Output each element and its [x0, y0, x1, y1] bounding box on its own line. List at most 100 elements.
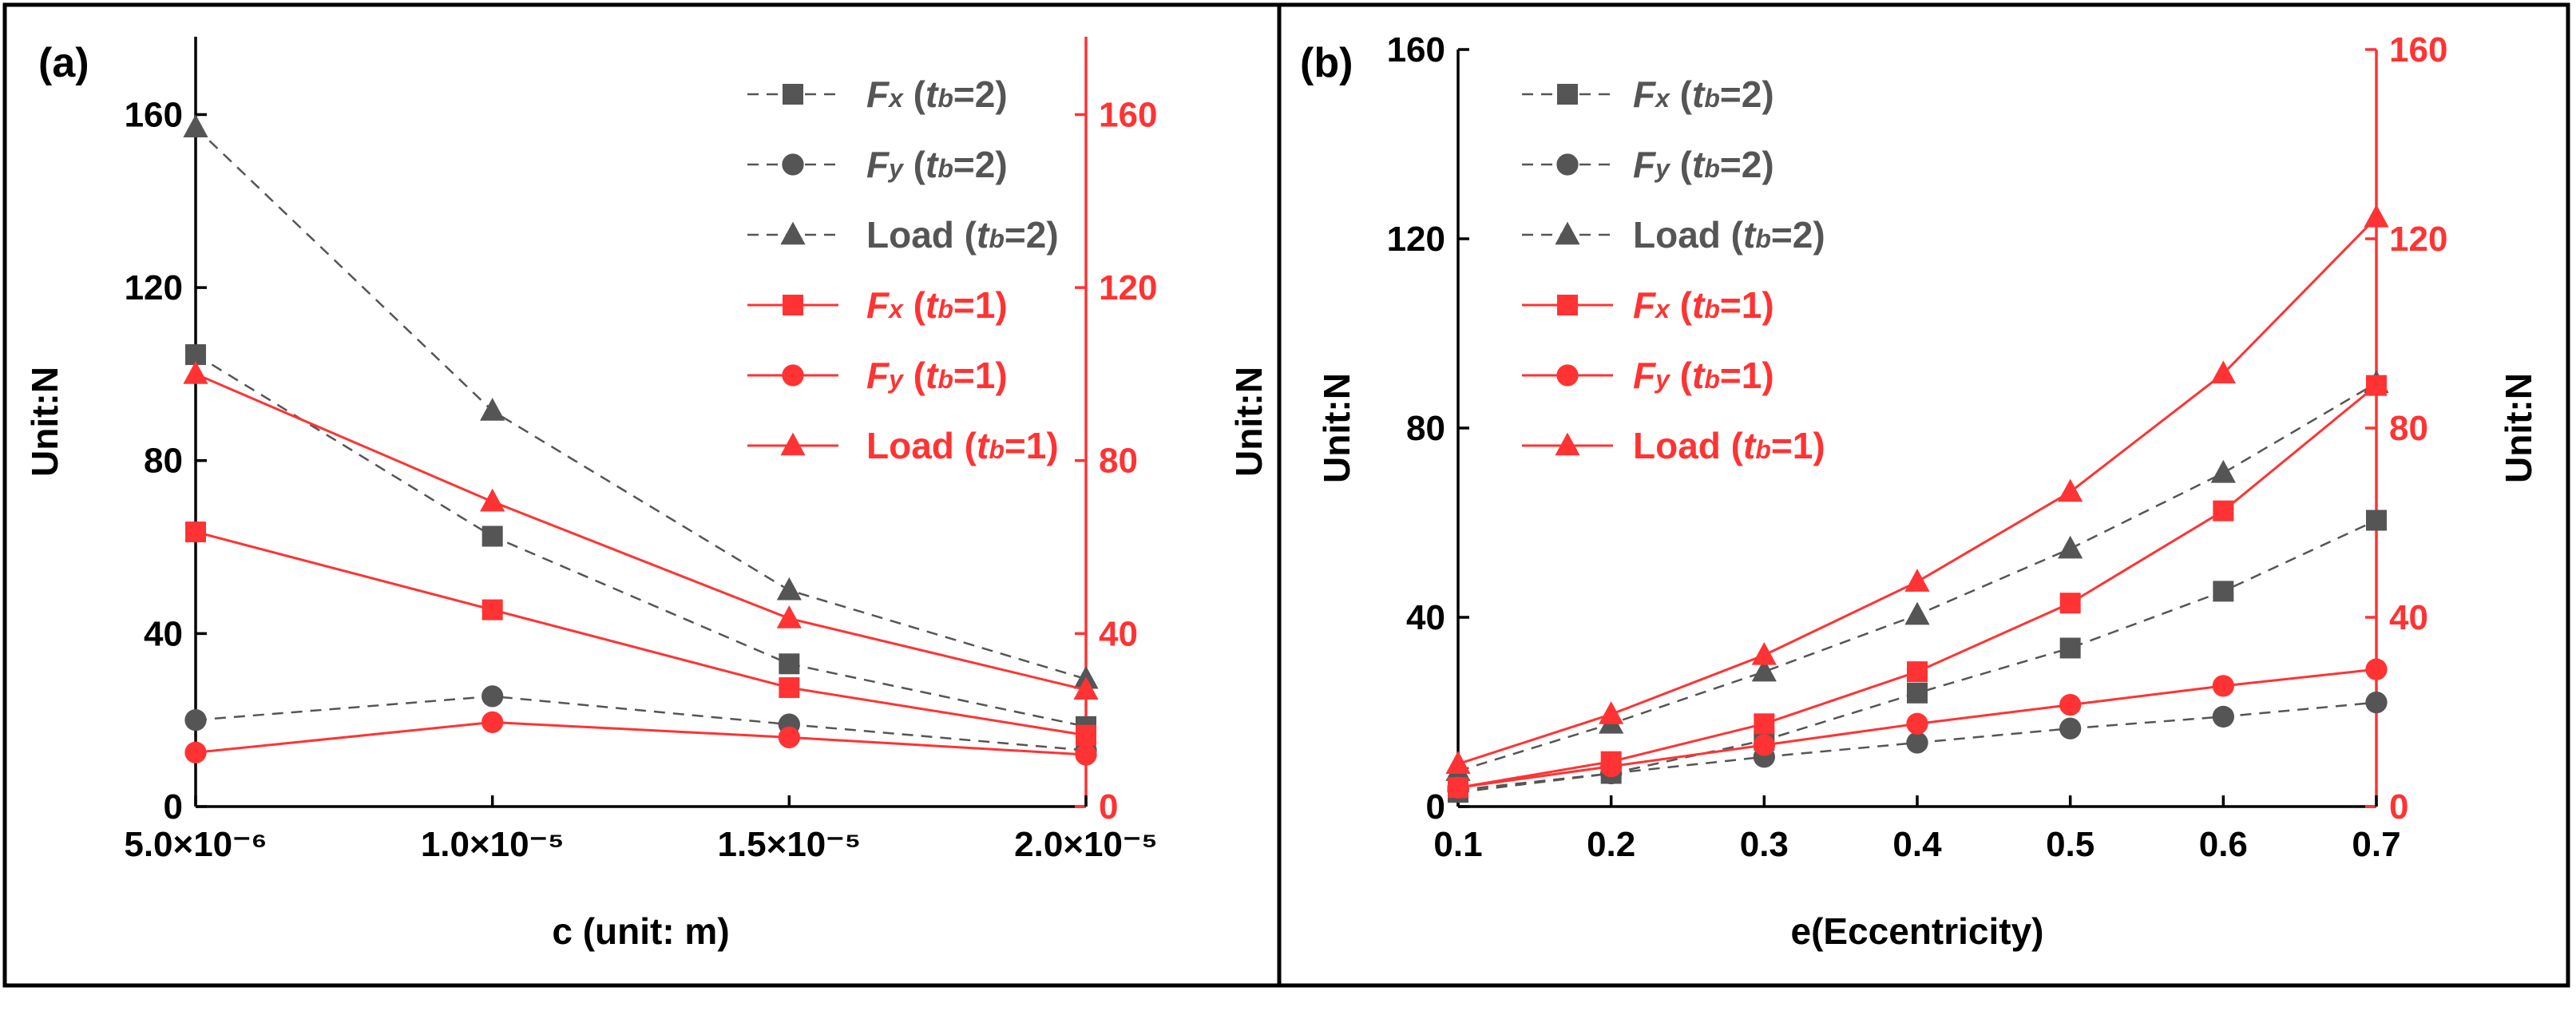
data-point: [183, 361, 208, 384]
data-point: [776, 605, 802, 628]
data-point: [2059, 693, 2082, 716]
legend-label-part: (: [1721, 425, 1744, 466]
legend-label: Fy (tb=2): [1633, 144, 1774, 185]
legend-label-part: =1): [953, 355, 1008, 396]
legend-label-part: (: [903, 284, 926, 326]
data-point: [1073, 676, 1099, 700]
data-point: [2058, 535, 2083, 559]
legend-label-part: t: [1692, 284, 1706, 326]
legend-label-part: b: [937, 84, 953, 113]
legend-label-part: =1): [1720, 355, 1774, 396]
y-tick-label-right: 80: [2389, 409, 2428, 448]
x-axis-title: e(Eccentricity): [1790, 910, 2043, 952]
y-tick-label-left: 80: [1406, 409, 1445, 448]
y-axis-title-right: Unit:N: [2498, 373, 2539, 483]
y-tick-label-left: 120: [1387, 220, 1445, 259]
legend-label-part: t: [1743, 425, 1757, 466]
legend-marker: [1557, 84, 1578, 105]
y-tick-label-right: 120: [1099, 268, 1157, 307]
series-3: [185, 521, 1096, 746]
y-tick-label-left: 80: [144, 442, 183, 481]
data-point: [1906, 712, 1928, 735]
data-point: [482, 599, 503, 620]
legend-label-part: F: [866, 144, 890, 185]
legend-label-part: b: [989, 224, 1005, 253]
x-tick-label: 0.5: [2046, 825, 2094, 864]
x-tick-label: 0.2: [1587, 825, 1635, 864]
legend-marker: [783, 84, 803, 105]
data-point: [1907, 682, 1928, 704]
legend-item: Fx (tb=2): [747, 73, 1008, 115]
series-5: [1445, 204, 2389, 774]
legend-label-part: t: [925, 284, 939, 326]
legend-label-part: b: [937, 365, 953, 394]
legend-label: Fy (tb=1): [1633, 355, 1774, 396]
legend-label-part: (: [903, 144, 926, 185]
legend-label-part: =2): [953, 73, 1008, 115]
legend-label-part: y: [887, 365, 905, 394]
legend-label-part: Load: [1633, 425, 1721, 466]
legend-marker: [780, 221, 806, 245]
legend-label-part: x: [887, 84, 904, 113]
legend-label: Fx (tb=1): [1633, 284, 1774, 326]
data-point: [1076, 724, 1096, 746]
legend-label-part: b: [1704, 84, 1720, 113]
legend-label: Fx (tb=2): [1633, 73, 1774, 115]
legend-label-part: b: [1704, 295, 1720, 323]
series-4: [184, 711, 1097, 766]
legend-label-part: (: [954, 214, 977, 256]
legend-label-part: b: [1704, 365, 1720, 394]
panel-label: (a): [38, 40, 89, 86]
data-point: [1751, 642, 1777, 665]
legend-label-part: F: [1633, 144, 1657, 185]
data-point: [185, 521, 206, 543]
data-point: [2212, 705, 2234, 728]
legend-item: Fy (tb=2): [1522, 144, 1774, 185]
x-tick-label: 0.4: [1892, 825, 1942, 864]
data-point: [1447, 776, 1469, 799]
legend-label: Fx (tb=2): [866, 73, 1008, 115]
legend-label-part: =2): [953, 144, 1008, 185]
y-axis-title-left: Unit:N: [24, 367, 65, 477]
data-point: [1907, 661, 1928, 683]
data-point: [183, 114, 208, 138]
y-tick-label-left: 40: [144, 614, 183, 653]
legend: Fx (tb=2)Fy (tb=2)Load (tb=2)Fx (tb=1)Fy…: [1522, 73, 1825, 466]
data-point: [1600, 755, 1623, 778]
x-tick-label: 5.0×10⁻⁶: [124, 825, 267, 864]
y-axis-title-left: Unit:N: [1316, 373, 1357, 483]
legend-label-part: b: [937, 295, 953, 323]
data-point: [776, 577, 802, 601]
series-line: [195, 126, 1087, 680]
legend-label-part: F: [866, 284, 890, 326]
x-tick-label: 1.5×10⁻⁵: [717, 825, 861, 864]
legend-label-part: y: [1654, 154, 1671, 183]
legend-label: Load (tb=1): [866, 425, 1059, 466]
legend-label-part: t: [977, 214, 990, 256]
panel-b-frame: [1277, 2, 2570, 988]
data-point: [2210, 360, 2236, 384]
legend: Fx (tb=2)Fy (tb=2)Load (tb=2)Fx (tb=1)Fy…: [747, 73, 1059, 466]
legend-label: Load (tb=2): [866, 214, 1059, 256]
legend-item: Fy (tb=2): [747, 144, 1008, 185]
y-tick-label-right: 40: [1099, 614, 1138, 653]
panel-label: (b): [1300, 40, 1353, 86]
y-tick-label-left: 0: [1426, 787, 1445, 827]
legend-label-part: =1): [1005, 425, 1059, 466]
legend-label-part: F: [866, 73, 890, 115]
series-line: [195, 720, 1087, 756]
legend-label-part: t: [1743, 214, 1757, 256]
legend-label-part: =1): [1771, 425, 1825, 466]
series-line: [195, 530, 1087, 737]
data-point: [2213, 581, 2234, 602]
data-point: [482, 525, 503, 547]
legend-label-part: (: [1670, 73, 1693, 115]
legend-label-part: =2): [1720, 144, 1774, 185]
data-point: [2210, 459, 2236, 483]
legend-label-part: =2): [1771, 214, 1825, 256]
y-axis-title-right: Unit:N: [1228, 367, 1270, 477]
legend-label-part: x: [1654, 295, 1670, 323]
series-5: [183, 361, 1099, 700]
series-line: [195, 353, 1087, 728]
